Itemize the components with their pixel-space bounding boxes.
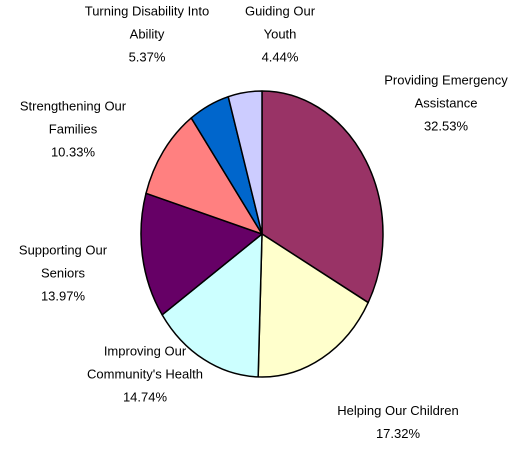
slice-label: Strengthening Our Families 10.33%	[20, 98, 127, 159]
slice-category-label: Helping Our Children	[337, 403, 458, 418]
slice-label: Guiding Our Youth 4.44%	[245, 3, 316, 64]
slice-percent-label: 17.32%	[376, 426, 421, 441]
slice-category-label: Strengthening Our	[20, 98, 127, 113]
slice-percent-label: 10.33%	[51, 144, 96, 159]
slice-category-label: Seniors	[41, 265, 86, 280]
slice-category-label: Guiding Our	[245, 3, 316, 18]
slice-percent-label: 14.74%	[123, 389, 168, 404]
slice-category-label: Improving Our	[104, 343, 187, 358]
pie-slice	[145, 117, 263, 235]
pie-slice	[227, 90, 263, 235]
slice-category-label: Turning Disability Into	[85, 3, 210, 18]
pie-labels: Providing Emergency Assistance 32.53% Helpi…	[19, 3, 508, 441]
slice-percent-label: 32.53%	[424, 118, 469, 133]
slice-label: Improving Our Community's Health 14.74%	[87, 343, 203, 404]
slice-category-label: Community's Health	[87, 366, 203, 381]
slice-percent-label: 4.44%	[262, 49, 299, 64]
slice-label: Helping Our Children 17.32%	[337, 403, 458, 441]
slice-percent-label: 5.37%	[129, 49, 166, 64]
pie-slice	[261, 90, 384, 304]
slice-category-label: Ability	[130, 26, 165, 41]
slice-category-label: Youth	[264, 26, 297, 41]
pie-slice	[257, 233, 369, 378]
slice-percent-label: 13.97%	[41, 288, 86, 303]
slice-category-label: Families	[49, 121, 98, 136]
slice-category-label: Assistance	[415, 95, 478, 110]
slice-category-label: Providing Emergency	[384, 72, 508, 87]
slice-label: Providing Emergency Assistance 32.53%	[384, 72, 508, 133]
pie-slice	[161, 233, 263, 378]
slice-category-label: Supporting Our	[19, 242, 108, 257]
slice-label: Supporting Our Seniors 13.97%	[19, 242, 108, 303]
slice-label: Turning Disability Into Ability 5.37%	[85, 3, 210, 64]
pie-slices	[140, 90, 384, 378]
